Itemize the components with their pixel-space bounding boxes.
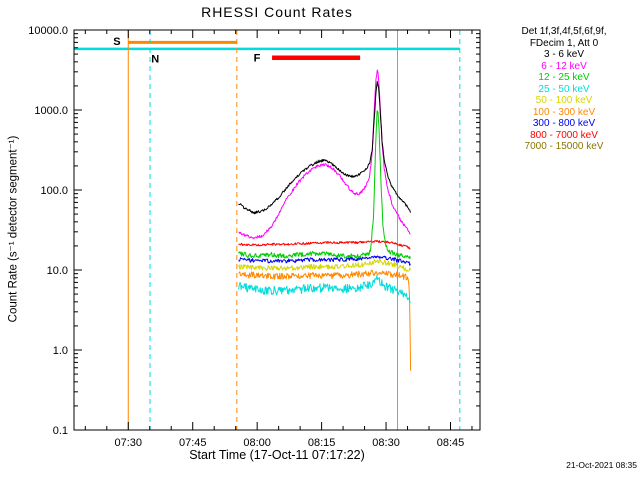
x-tick-label: 08:00 [243,437,271,449]
series-line-50-100keV [238,258,411,272]
y-tick-label: 1000.0 [34,105,68,117]
x-tick-label: 08:30 [372,437,400,449]
x-tick-label: 08:15 [308,437,336,449]
legend-entry-50-100keV: 50 - 100 keV [535,95,593,106]
legend-entry-3-6keV: 3 - 6 keV [543,49,585,60]
legend-entry-300-800keV: 300 - 800 keV [532,118,596,129]
series-line-300-800keV [238,255,411,266]
chart-title: RHESSI Count Rates [201,4,353,20]
legend-entry-800-7000keV: 800 - 7000 keV [530,129,598,141]
series-line-25-50keV [238,274,411,303]
x-tick-label: 08:45 [437,437,465,449]
x-tick-label: 07:45 [179,437,207,449]
creation-timestamp: 21-Oct-2021 08:35 [566,460,637,470]
legend-entry-12-25keV: 12 - 25 keV [538,72,590,83]
series-line-100-300keV [238,269,412,371]
y-tick-label: 1.0 [53,345,68,357]
x-axis-label: Start Time (17-Oct-11 07:17:22) [189,448,365,462]
series-line-12-25keV [238,110,411,259]
x-tick-label: 07:30 [115,437,143,449]
legend-entry-6-12keV: 6 - 12 keV [541,60,587,72]
flag-label-F: F [254,53,261,65]
legend-entry-25-50keV: 25 - 50 keV [538,83,590,95]
y-tick-label: 0.1 [53,425,68,437]
flag-label-N: N [151,54,159,66]
y-tick-label: 10000.0 [28,25,68,37]
legend-entry-7000-15000keV: 7000 - 15000 keV [524,141,604,152]
series-line-6-12keV [238,69,411,240]
y-axis-label: Count Rate (s⁻¹ detector segment⁻¹) [7,135,20,323]
y-tick-label: 10.0 [47,265,68,277]
legend-header-0: Det 1f,3f,4f,5f,6f,9f, [521,26,607,37]
legend-entry-100-300keV: 100 - 300 keV [532,106,596,118]
series-line-800-7000keV [238,239,411,250]
flag-label-S: S [113,36,120,48]
y-tick-label: 100.0 [40,185,68,197]
plot-frame [73,29,481,431]
axes: 07:30 07:45 08:00 08:15 08:30 08:45 0.1 1.0 10.0… [28,25,481,449]
legend-header-1: FDecim 1, Att 0 [529,37,599,49]
series-line-3-6keV [238,81,411,215]
